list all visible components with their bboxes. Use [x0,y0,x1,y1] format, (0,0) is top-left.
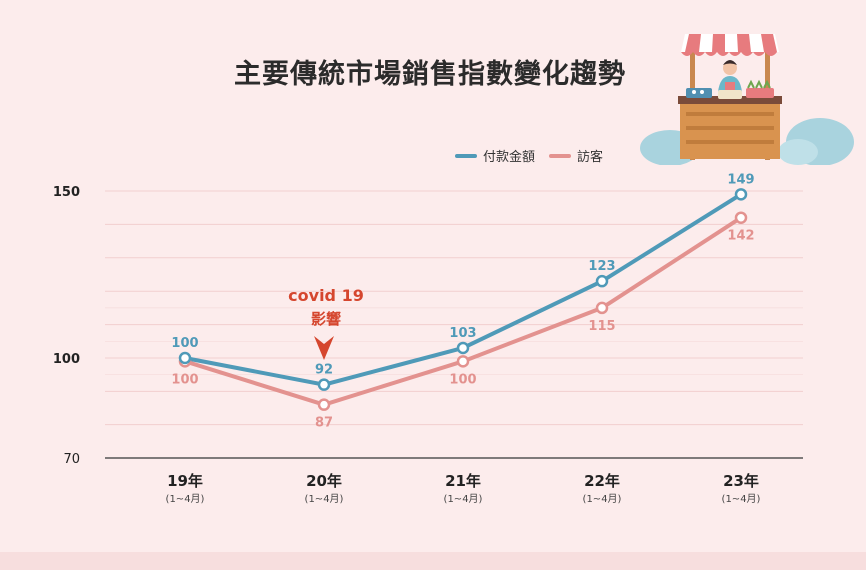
data-point-visitors [734,211,748,224]
data-label-payment: 92 [315,363,333,378]
data-point-payment [595,274,609,288]
data-point-payment [734,188,748,201]
market-stall-icon [640,34,854,165]
data-point-visitors [595,301,609,315]
data-point-payment [178,351,192,365]
y-tick-label: 70 [63,452,80,467]
bottom-band [0,552,866,570]
data-label-payment: 123 [588,259,615,274]
legend-swatch-payment [455,153,477,158]
x-tick-sublabel: (1~4月) [166,493,205,505]
legend-item-payment: 付款金額 [455,146,535,165]
data-point-payment [456,341,470,355]
data-label-visitors: 100 [449,372,476,387]
x-tick-label: 19年 [167,472,203,490]
chart-title: 主要傳統市場銷售指數變化趨勢 [234,59,626,90]
annotation-subtext: 影響 [311,310,341,328]
axes: 150 100 70 19年 (1~4月) 20年 (1~4月) 21年 (1~4月) 22年 (1… [53,185,803,505]
y-tick-label: 100 [53,352,80,367]
legend-swatch-visitors [549,153,572,158]
data-label-visitors: 87 [315,416,333,431]
annotation-arrow-icon [314,336,334,360]
data-label-payment: 103 [449,326,476,341]
legend-item-visitors: 訪客 [549,146,603,165]
data-point-visitors [456,355,470,368]
data-label-payment: 149 [727,172,754,187]
data-label-visitors: 115 [588,319,615,334]
x-tick-sublabel: (1~4月) [305,493,344,505]
x-tick-label: 23年 [723,472,759,490]
x-tick-label: 22年 [584,472,620,490]
covid-annotation: covid 19 影響 [288,286,364,360]
x-tick-label: 21年 [445,472,481,490]
x-tick-label: 20年 [306,472,342,490]
x-tick-sublabel: (1~4月) [722,493,761,505]
series-lines [178,188,748,411]
annotation-text: covid 19 [288,286,364,305]
data-point-payment [317,378,331,391]
legend-label-visitors: 訪客 [577,150,604,165]
data-point-visitors [317,398,331,411]
y-tick-label: 150 [53,185,80,200]
legend: 付款金額 訪客 [455,146,617,165]
data-label-visitors: 100 [171,372,198,387]
x-tick-sublabel: (1~4月) [444,493,483,505]
x-tick-sublabel: (1~4月) [583,493,622,505]
data-label-visitors: 142 [727,229,754,244]
data-labels: 100 92 103 123 149 100 87 100 115 142 [171,172,754,430]
grid-lines [105,190,803,426]
legend-label-payment: 付款金額 [483,150,536,165]
data-label-payment: 100 [171,336,198,351]
